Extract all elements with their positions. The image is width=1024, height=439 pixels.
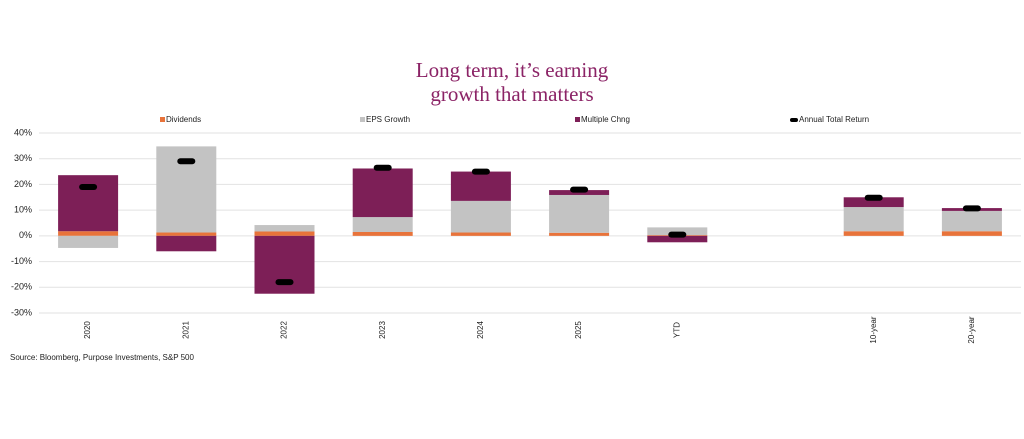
bar-segment (352, 217, 413, 232)
bar-segment (156, 232, 217, 236)
y-tick-label: -20% (11, 282, 32, 292)
legend-swatch (790, 118, 798, 122)
bar-segment (450, 200, 511, 233)
bar-segment (549, 232, 610, 236)
y-tick-label: 40% (14, 127, 32, 137)
legend-swatch (575, 117, 580, 122)
total-return-marker (864, 194, 883, 201)
y-tick-label: -10% (11, 256, 32, 266)
x-tick-label: 2024 (476, 321, 485, 339)
bar-segment (352, 168, 413, 218)
bar-segment (254, 231, 315, 236)
legend-swatch (360, 117, 365, 122)
bar-segment (549, 194, 610, 233)
chart-title: Long term, it’s earning growth that matt… (415, 58, 609, 106)
x-tick-label: 2020 (83, 321, 92, 339)
legend-label: EPS Growth (366, 115, 410, 124)
x-tick-label: 2023 (378, 321, 387, 339)
legend-label: Annual Total Return (799, 115, 869, 124)
total-return-marker (79, 184, 98, 190)
bar-segment (58, 235, 119, 248)
total-return-marker (471, 168, 490, 175)
x-tick-label: 2022 (280, 321, 289, 339)
x-tick-label: YTD (672, 322, 681, 338)
bar-segment (254, 225, 315, 232)
bar-segment (843, 231, 904, 236)
y-tick-label: 0% (19, 230, 32, 240)
total-return-marker (962, 205, 981, 212)
x-tick-label: 10-year (869, 316, 878, 343)
total-return-marker (570, 186, 589, 193)
total-return-marker (177, 158, 196, 165)
bar-segment (941, 231, 1002, 236)
total-return-marker (373, 164, 392, 171)
bar-segment (450, 171, 511, 201)
y-tick-label: -30% (11, 307, 32, 317)
legend-label: Dividends (166, 115, 201, 124)
total-return-marker (668, 231, 687, 238)
legend-swatch (160, 117, 165, 122)
x-tick-label: 20-year (967, 316, 976, 343)
legend-label: Multiple Chng (581, 115, 630, 124)
bar-segment (941, 210, 1002, 232)
x-tick-label: 2021 (181, 321, 190, 339)
bar-segment (843, 207, 904, 232)
source-note: Source: Bloomberg, Purpose Investments, … (10, 353, 195, 362)
y-tick-label: 20% (14, 179, 32, 189)
bar-segment (156, 235, 217, 252)
total-return-marker (275, 279, 294, 286)
bar-segment (647, 227, 708, 236)
bar-segment (352, 232, 413, 236)
bar-segment (647, 235, 708, 243)
y-tick-label: 30% (14, 153, 32, 163)
bar-segment (843, 197, 904, 208)
bar-segment (450, 232, 511, 236)
bar-segment (58, 231, 119, 236)
y-tick-label: 10% (14, 205, 32, 215)
bar-segment (58, 175, 119, 232)
x-tick-label: 2025 (574, 321, 583, 339)
